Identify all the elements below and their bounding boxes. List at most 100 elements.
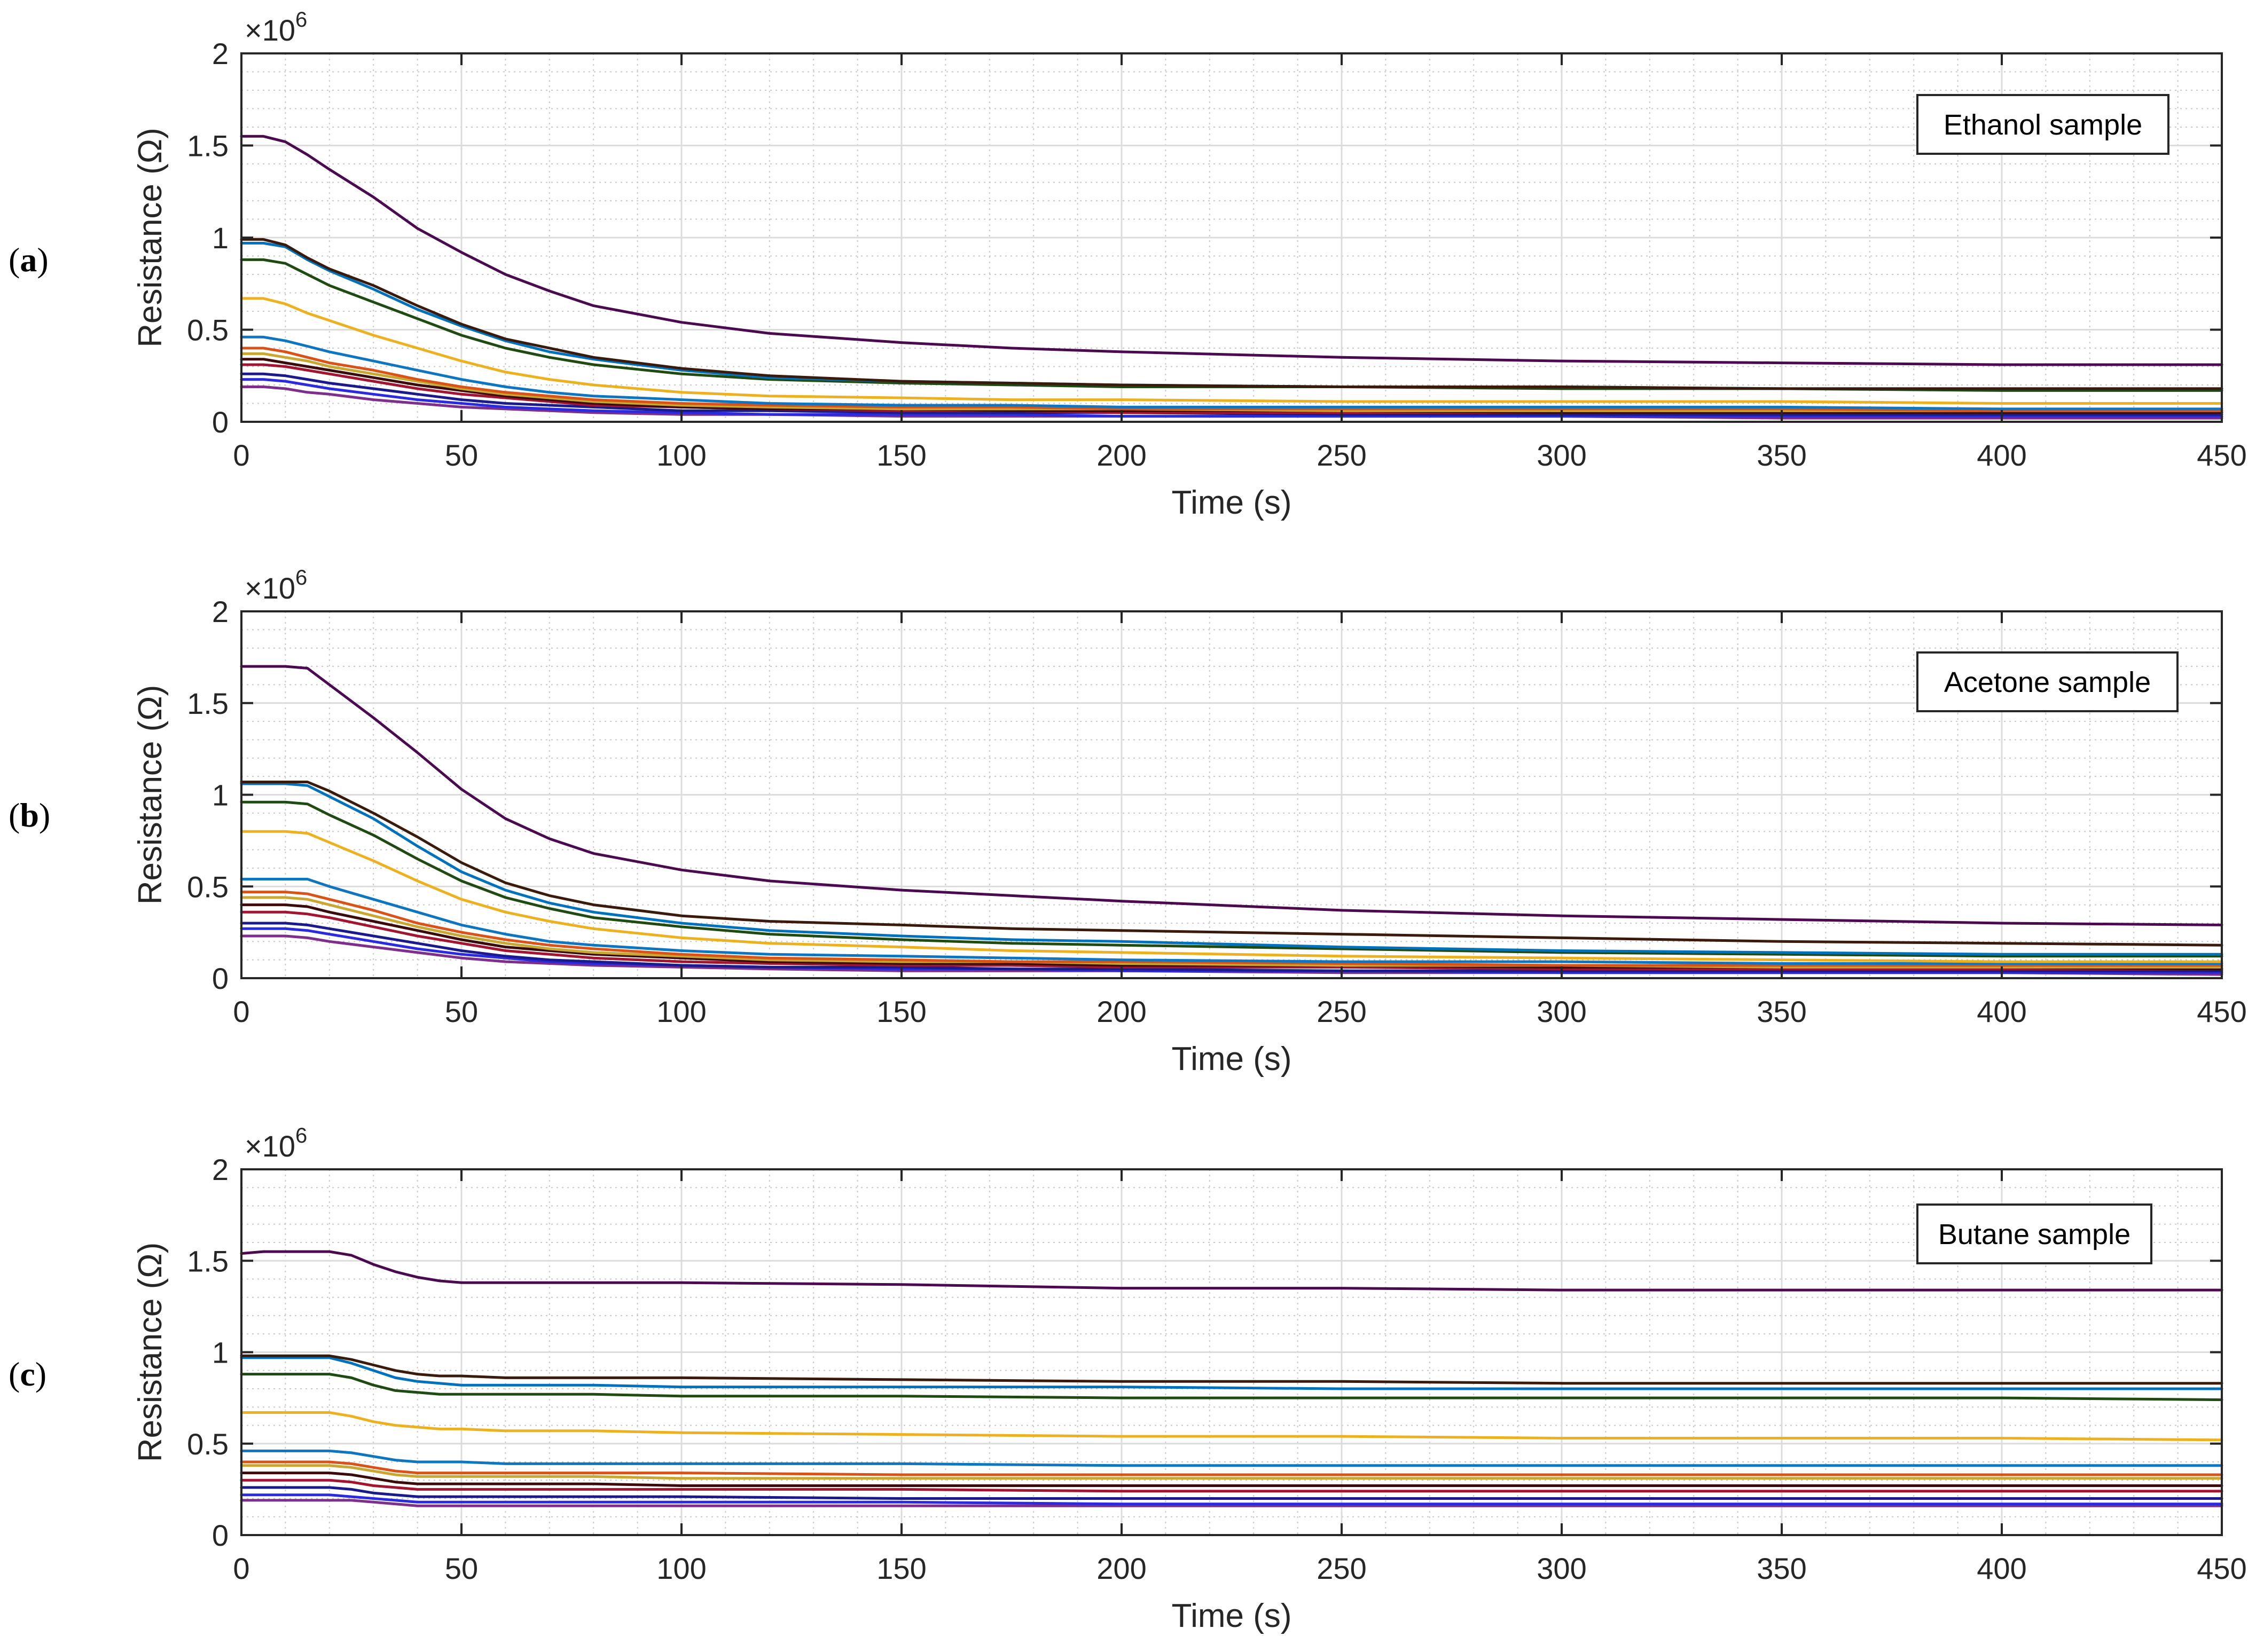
y-tick-label: 0 (212, 1519, 229, 1552)
x-tick-label: 250 (1317, 1552, 1366, 1585)
x-tick-label: 50 (445, 1552, 478, 1585)
y-multiplier-exponent: 6 (295, 566, 307, 589)
series-line-s10 (240, 1478, 2223, 1493)
series-line-s8 (240, 352, 2223, 412)
panel-label-letter: a (20, 241, 37, 279)
panel-label: (a) (9, 241, 49, 279)
panel-label: (c) (9, 1355, 46, 1393)
series-line-s3 (240, 1356, 2223, 1390)
y-tick-label: 1.5 (187, 1244, 229, 1278)
x-tick-label: 300 (1537, 995, 1586, 1028)
series-line-s9 (240, 1472, 2223, 1487)
x-tick-label: 300 (1537, 1552, 1586, 1585)
panel-label: (b) (9, 796, 50, 834)
y-axis-label: Resistance (Ω) (132, 128, 169, 348)
x-tick-label: 450 (2197, 438, 2246, 472)
y-tick-label: 1.5 (187, 129, 229, 163)
y-multiplier: ×106 (245, 1124, 307, 1163)
x-tick-label: 200 (1096, 1552, 1146, 1585)
y-tick-label: 2 (212, 37, 229, 70)
x-tick-label: 100 (656, 438, 706, 472)
y-axis-label: Resistance (Ω) (132, 685, 169, 905)
x-tick-label: 400 (1977, 995, 2026, 1028)
series-line-s7 (240, 1460, 2223, 1476)
series-line-s1 (240, 135, 2223, 366)
series-group (240, 135, 2223, 420)
x-tick-label: 0 (233, 995, 249, 1028)
x-tick-label: 300 (1537, 438, 1586, 472)
panel-label-close: ) (37, 241, 48, 279)
y-tick-label: 1 (212, 1336, 229, 1370)
series-line-s4 (240, 1373, 2223, 1402)
y-axis-label: Resistance (Ω) (132, 1242, 169, 1462)
y-tick-label: 0.5 (187, 313, 229, 347)
series-line-s13 (240, 1499, 2223, 1507)
panel-label-close: ) (35, 1355, 46, 1393)
y-multiplier-base: ×10 (245, 13, 295, 47)
y-multiplier-exponent: 6 (295, 8, 307, 32)
chart-panel-c: 0 50 100 150 200 250 300 350 400 450 0 0.5 1 1.5 2 ×106… (9, 1124, 2247, 1634)
legend-text: Ethanol sample (1944, 109, 2142, 141)
x-tick-label: 100 (656, 1552, 706, 1585)
y-tick-label: 0.5 (187, 870, 229, 903)
series-line-s6 (240, 335, 2223, 411)
x-axis-label: Time (s) (1172, 1041, 1292, 1077)
x-tick-label: 450 (2197, 1552, 2246, 1585)
y-tick-label: 1.5 (187, 687, 229, 720)
panel-label-open: ( (9, 796, 20, 834)
series-line-s2 (240, 238, 2223, 390)
x-tick-label: 350 (1757, 1552, 1806, 1585)
series-line-s1 (240, 665, 2223, 926)
x-tick-label: 100 (656, 995, 706, 1028)
x-tick-label: 150 (876, 995, 926, 1028)
series-line-s2 (240, 1354, 2223, 1385)
x-tick-label: 150 (876, 1552, 926, 1585)
x-tick-label: 400 (1977, 1552, 2026, 1585)
y-tick-label: 0 (212, 405, 229, 439)
chart-panel-a: 0 50 100 150 200 250 300 350 400 450 0 0.5 1 1.5 2 ×106… (9, 8, 2247, 521)
chart-panel-b: 0 50 100 150 200 250 300 350 400 450 0 0.5 1 1.5 2 ×106… (9, 566, 2247, 1077)
x-tick-label: 200 (1096, 995, 1146, 1028)
panel-label-close: ) (39, 796, 50, 834)
y-multiplier-exponent: 6 (295, 1124, 307, 1147)
y-multiplier-base: ×10 (245, 1129, 295, 1163)
x-tick-label: 250 (1317, 438, 1366, 472)
series-line-s7 (240, 347, 2223, 412)
series-line-s6 (240, 878, 2223, 965)
x-tick-label: 0 (233, 1552, 249, 1585)
x-tick-label: 200 (1096, 438, 1146, 472)
x-tick-label: 400 (1977, 438, 2026, 472)
y-tick-label: 0 (212, 962, 229, 995)
series-line-s3 (240, 782, 2223, 956)
legend-box (1916, 94, 2169, 155)
series-line-s4 (240, 800, 2223, 958)
y-multiplier: ×106 (245, 8, 307, 47)
series-group (240, 665, 2223, 976)
series-line-s5 (240, 1411, 2223, 1442)
panel-label-open: ( (9, 1355, 20, 1393)
x-tick-label: 350 (1757, 995, 1806, 1028)
series-line-s2 (240, 781, 2223, 947)
y-multiplier-base: ×10 (245, 571, 295, 605)
panel-label-letter: b (20, 796, 39, 834)
x-tick-label: 150 (876, 438, 926, 472)
x-tick-label: 50 (445, 438, 478, 472)
y-tick-label: 2 (212, 595, 229, 628)
panel-label-letter: c (20, 1355, 35, 1393)
series-line-s11 (240, 1486, 2223, 1500)
series-line-s12 (240, 378, 2223, 418)
y-tick-label: 1 (212, 778, 229, 812)
x-tick-label: 0 (233, 438, 249, 472)
series-line-s5 (240, 830, 2223, 963)
series-line-s11 (240, 922, 2223, 972)
legend-text: Butane sample (1938, 1218, 2130, 1250)
y-tick-label: 0.5 (187, 1427, 229, 1461)
y-tick-label: 2 (212, 1153, 229, 1186)
legend-box (1916, 651, 2179, 712)
x-tick-label: 450 (2197, 995, 2246, 1028)
series-line-s5 (240, 297, 2223, 405)
legend-text: Acetone sample (1944, 666, 2151, 698)
x-tick-label: 250 (1317, 995, 1366, 1028)
panel-label-open: ( (9, 241, 20, 279)
